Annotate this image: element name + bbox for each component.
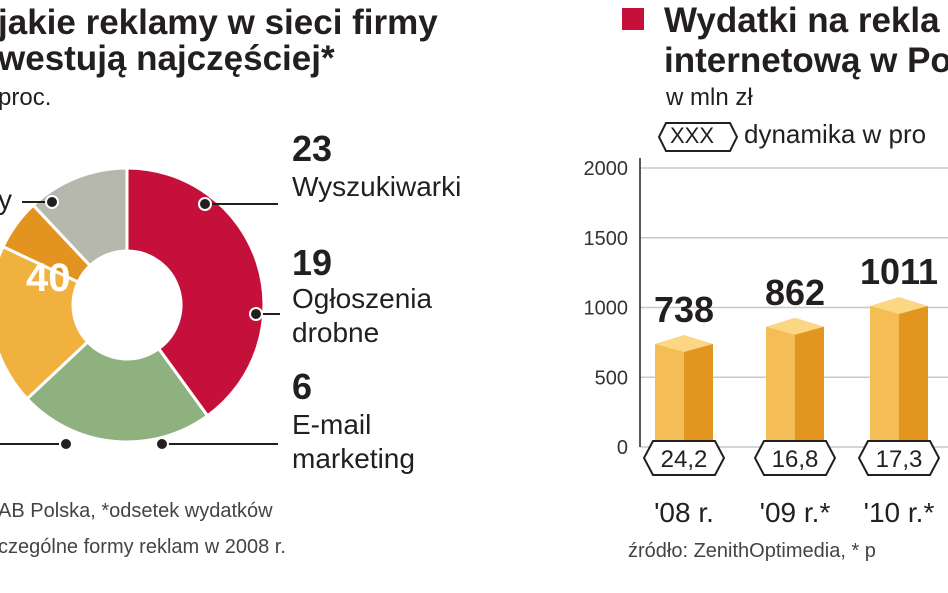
pie-title-line1: jakie reklamy w sieci firmy <box>0 3 438 42</box>
pie-unit: proc. <box>0 84 52 111</box>
label-wyszukiwarki-name: Wyszukiwarki <box>292 171 462 202</box>
legend-dynamics-box <box>658 122 739 152</box>
label-email-name: E-mail <box>292 409 372 440</box>
bar-top-1 <box>766 317 824 335</box>
donut-hole <box>73 251 181 359</box>
pie-center-value: 40 <box>26 256 71 300</box>
label-ogloszenia-name2: drobne <box>292 317 380 348</box>
y-tick-label-3: 1500 <box>584 228 629 250</box>
leader-dot-3 <box>59 437 73 451</box>
leader-dot-2 <box>155 437 169 451</box>
dynamics-value-1: 16,8 <box>772 446 819 473</box>
bar-value-label-2: 1011 <box>860 251 938 292</box>
label-email-value: 6 <box>292 366 313 407</box>
bar-source: źródło: ZenithOptimedia, * p <box>628 540 876 562</box>
bar-side-1 <box>795 326 824 447</box>
label-ogloszenia-name: Ogłoszenia <box>292 283 433 314</box>
leader-dot-0 <box>198 197 212 211</box>
label-email-name2: marketing <box>292 443 415 474</box>
legend-dynamics-box-text: XXX <box>670 123 715 148</box>
bar-value-label-1: 862 <box>765 272 825 313</box>
leader-dot-4 <box>45 195 59 209</box>
bar-top-0 <box>655 335 713 353</box>
dynamics-box-0 <box>642 440 726 476</box>
bar-front-2 <box>870 305 899 447</box>
bar-front-1 <box>766 326 795 447</box>
bar-value-label-0: 738 <box>654 289 714 330</box>
bar-unit: w mln zł <box>666 84 753 111</box>
label-ogloszenia-value: 19 <box>292 242 333 283</box>
bar-title-line1: Wydatki na rekla <box>664 1 940 40</box>
category-label-0: '08 r. <box>654 497 714 528</box>
y-tick-label-4: 2000 <box>584 158 629 180</box>
category-label-2: '10 r.* <box>864 497 935 528</box>
bar-side-0 <box>684 344 713 447</box>
dynamics-box-2 <box>857 440 941 476</box>
pie-source-line2: czególne formy reklam w 2008 r. <box>0 536 286 558</box>
y-tick-label-1: 500 <box>595 367 628 389</box>
dynamics-value-2: 17,3 <box>876 446 923 473</box>
label-wyszukiwarki-value: 23 <box>292 128 333 169</box>
bar-top-2 <box>870 296 928 314</box>
bar-front-0 <box>655 344 684 447</box>
legend-dynamics-text: dynamika w pro <box>744 119 927 149</box>
bar-title-line2: internetową w Po <box>664 41 948 80</box>
pie-title-line2: westują najczęściej* <box>0 39 335 78</box>
bar-side-2 <box>899 305 928 447</box>
pie-source-line1: AB Polska, *odsetek wydatków <box>0 500 273 522</box>
dynamics-value-0: 24,2 <box>661 446 708 473</box>
category-label-1: '09 r.* <box>760 497 831 528</box>
dynamics-box-1 <box>753 440 837 476</box>
leader-dot-1 <box>249 307 263 321</box>
pie-partial-label: y <box>0 184 12 215</box>
y-tick-label-2: 1000 <box>584 298 629 320</box>
y-tick-label-0: 0 <box>617 437 628 459</box>
title-marker-square <box>622 8 644 30</box>
